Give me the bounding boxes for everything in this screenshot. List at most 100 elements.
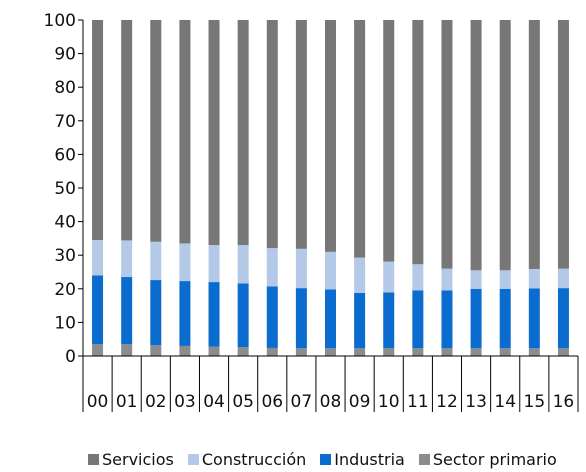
bar-segment-industria [470,288,482,349]
y-tick-label: 100 [44,11,76,31]
bar-segment-servicios [412,20,424,265]
x-tick-label: 07 [291,392,313,412]
bar-segment-sector-primario [354,348,366,356]
legend-swatch [320,454,332,465]
bar-segment-construcci-n [150,241,162,281]
bar-segment-construcci-n [295,248,307,289]
bar-segment-sector-primario [441,348,453,356]
bar-segment-industria [92,275,104,345]
bar-segment-sector-primario [325,348,336,356]
x-tick-label: 03 [174,392,196,412]
bar-segment-industria [528,288,540,349]
y-tick-label: 50 [54,179,76,199]
legend-label: Construcción [201,450,307,469]
bar-segment-industria [237,283,249,348]
bar-segment-construcci-n [412,264,424,291]
legend-swatch [418,454,430,465]
x-tick-label: 12 [436,392,458,412]
bar-segment-sector-primario [557,348,569,356]
x-tick-label: 09 [349,392,371,412]
bar-segment-construcci-n [325,251,336,290]
bar-segment-industria [412,290,424,349]
x-tick-label: 16 [553,392,575,412]
bar-segment-sector-primario [121,344,133,356]
bar-segment-sector-primario [150,345,162,356]
x-tick-label: 00 [87,392,109,412]
x-axis: 00 01 02 03 04 05 06 07 08 09 10 11 12 13 14 15 16 [82,355,579,412]
bar-segment-sector-primario [237,347,249,356]
bar-segment-servicios [92,20,104,241]
x-tick-label: 15 [524,392,546,412]
bar-segment-servicios [499,20,511,271]
x-tick-label: 08 [320,392,342,412]
legend-label: Servicios [102,450,174,469]
bar-segment-sector-primario [92,344,104,356]
legend-swatch [187,454,199,465]
bar-segment-industria [354,292,366,349]
y-tick-label: 90 [54,45,76,65]
x-tick-label: 10 [378,392,400,412]
bar-segment-sector-primario [383,348,395,356]
bar-segment-construcci-n [208,245,220,283]
legend-swatch [88,454,99,465]
bar-segment-servicios [354,20,366,258]
bar-segment-construcci-n [121,240,133,278]
bar-segment-servicios [266,20,278,249]
bar-segment-construcci-n [470,270,482,289]
y-tick-label: 40 [54,213,76,233]
bar-segment-servicios [237,20,249,246]
y-tick-label: 10 [54,313,76,333]
bar-segment-servicios [150,20,162,242]
y-axis: 0 10 20 30 40 50 60 70 80 90 100 [44,11,84,367]
bar-segment-industria [557,288,569,349]
bar-segment-sector-primario [499,348,511,356]
legend-item-industria: Industria [320,450,405,469]
y-tick-label: 70 [54,112,76,132]
y-tick-label: 60 [54,145,76,165]
legend-label: Industria [334,450,405,469]
bar-segment-construcci-n [528,268,540,289]
bar-segment-servicios [441,20,453,269]
bar-segment-construcci-n [441,268,453,291]
x-tick-label: 06 [261,392,283,412]
bar-segment-sector-primario [470,348,482,356]
bar-segment-industria [179,281,191,346]
bar-segment-industria [499,288,511,349]
legend-item-construcci-n: Construcción [187,450,307,469]
chart-legend: Servicios Construcción Industria Sector pri… [88,450,557,469]
bar-segment-sector-primario [295,348,307,356]
bar-segment-industria [441,290,453,349]
bar-segment-sector-primario [528,348,540,356]
bar-segment-construcci-n [354,257,366,293]
bar-segment-construcci-n [266,248,278,287]
bar-segment-industria [295,288,307,349]
x-tick-label: 01 [116,392,138,412]
bar-segment-servicios [179,20,191,244]
bar-segment-sector-primario [179,345,191,356]
bar-segment-construcci-n [383,261,395,293]
bar-segment-construcci-n [499,270,511,289]
bar-segment-servicios [383,20,395,262]
bar-segment-sector-primario [266,347,278,356]
legend-item-servicios: Servicios [88,450,174,469]
bar-segment-sector-primario [412,348,424,356]
x-tick-label: 02 [145,392,167,412]
bars-group [92,20,569,356]
y-tick-label: 20 [54,280,76,300]
x-tick-label: 04 [203,392,225,412]
y-tick-label: 0 [65,347,76,367]
bar-segment-industria [121,277,133,345]
y-tick-label: 80 [54,78,76,98]
bar-segment-industria [266,286,278,348]
bar-segment-servicios [295,20,307,249]
bar-segment-servicios [121,20,133,241]
bar-segment-industria [208,282,220,347]
x-tick-label: 11 [407,392,429,412]
legend-label: Sector primario [432,450,557,469]
y-tick-label: 30 [54,246,76,266]
bar-segment-servicios [325,20,336,252]
x-tick-label: 13 [465,392,487,412]
legend-item-sector-primario: Sector primario [418,450,557,469]
bar-segment-sector-primario [208,346,220,356]
